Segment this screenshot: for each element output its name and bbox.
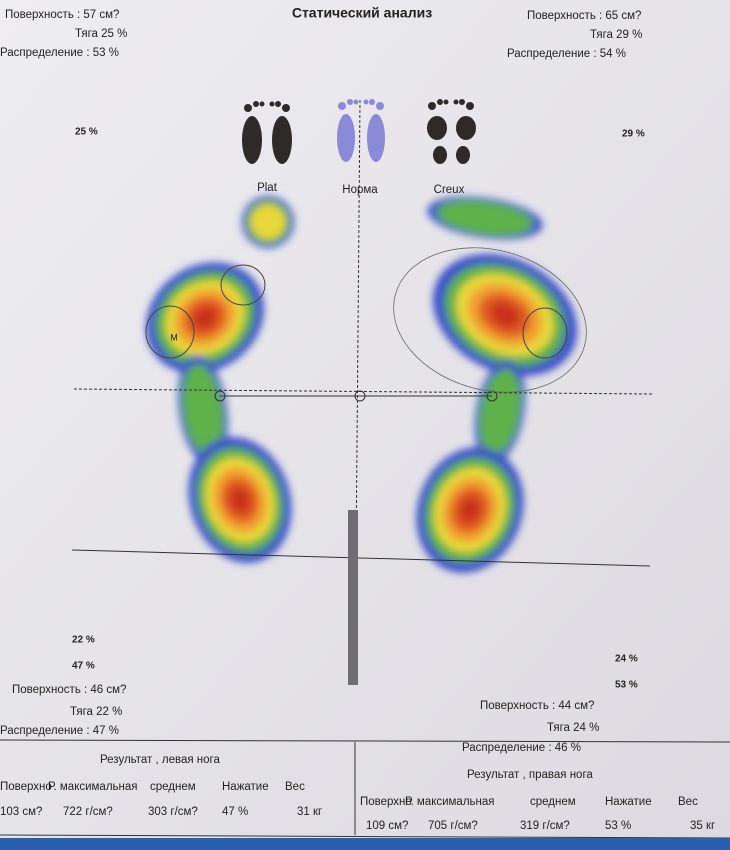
rear-percent: 53 % [615, 680, 638, 691]
table-title: Результат , левая нога [100, 754, 220, 766]
table-border [0, 834, 730, 839]
axis-point [486, 390, 498, 402]
column-header: Поверхно [0, 781, 52, 793]
foot-type-label: Норма [342, 184, 378, 196]
foot-icon-creux [427, 99, 476, 164]
column-header: Вес [285, 781, 305, 793]
forefoot-percent: 29 % [622, 129, 645, 140]
marker: M [170, 332, 178, 342]
contour [145, 305, 195, 359]
column-header: Нажатие [605, 796, 652, 808]
surface: Поверхность : 65 см? [527, 10, 641, 22]
contour [220, 264, 266, 306]
traction: Тяга 25 % [75, 28, 127, 40]
cell: 319 г/см? [520, 820, 570, 832]
foot-icon-normal [337, 99, 385, 162]
surface: Поверхность : 46 см? [12, 684, 126, 696]
rear-percent: 24 % [615, 654, 638, 665]
pressure-zone [182, 364, 224, 456]
baseline [71, 549, 651, 567]
forefoot-percent: 25 % [75, 127, 98, 138]
rear-percent: 47 % [72, 661, 95, 672]
pressure-zone [490, 302, 520, 328]
traction: Тяга 29 % [590, 29, 642, 41]
axis-point [354, 390, 366, 402]
bottom-strip [0, 838, 730, 850]
pressure-zone [436, 200, 534, 236]
contour [393, 247, 587, 393]
table-title: Результат , правая нога [467, 769, 593, 781]
column-header: среднем [530, 796, 576, 808]
pressure-map [146, 196, 578, 573]
guide-line [73, 388, 653, 395]
guide-line [355, 99, 361, 561]
cell: 47 % [222, 806, 248, 818]
distribution: Распределение : 46 % [462, 742, 581, 754]
axis-point [214, 390, 226, 402]
traction: Тяга 22 % [70, 706, 122, 718]
column-header: Вес [678, 796, 698, 808]
cell: 103 см? [0, 806, 42, 818]
column-header: Р. максимальная [405, 796, 495, 808]
pressure-zone [250, 204, 286, 240]
contour [522, 307, 568, 359]
cell: 53 % [605, 820, 631, 832]
cell: 35 кг [690, 820, 715, 832]
traction: Тяга 24 % [547, 722, 599, 734]
distribution: Распределение : 53 % [0, 47, 119, 59]
cell: 705 г/см? [428, 820, 478, 832]
surface: Поверхность : 57 см? [5, 9, 119, 21]
column-header: среднем [150, 781, 196, 793]
table-border [0, 739, 730, 743]
pressure-zone [193, 306, 217, 330]
title: Статический анализ [292, 5, 432, 21]
distribution: Распределение : 47 % [0, 725, 119, 737]
cell: 109 см? [366, 820, 408, 832]
column-header: Поверхно [360, 796, 412, 808]
pressure-zone [459, 497, 481, 523]
surface: Поверхность : 44 см? [480, 700, 594, 712]
cell: 31 кг [297, 806, 322, 818]
foot-type-label: Creux [434, 184, 465, 196]
pressure-zone [478, 368, 522, 456]
column-header: Нажатие [222, 781, 269, 793]
cell: 303 г/см? [148, 806, 198, 818]
foot-type-label: Plat [257, 182, 278, 194]
column-header: Р. максимальная [48, 781, 138, 793]
cell: 722 г/см? [63, 806, 113, 818]
rear-percent: 22 % [72, 635, 95, 646]
distribution: Распределение : 54 % [507, 48, 626, 60]
foot-icon-flat [242, 101, 292, 164]
pressure-zone [229, 487, 251, 513]
ruler [348, 510, 358, 685]
